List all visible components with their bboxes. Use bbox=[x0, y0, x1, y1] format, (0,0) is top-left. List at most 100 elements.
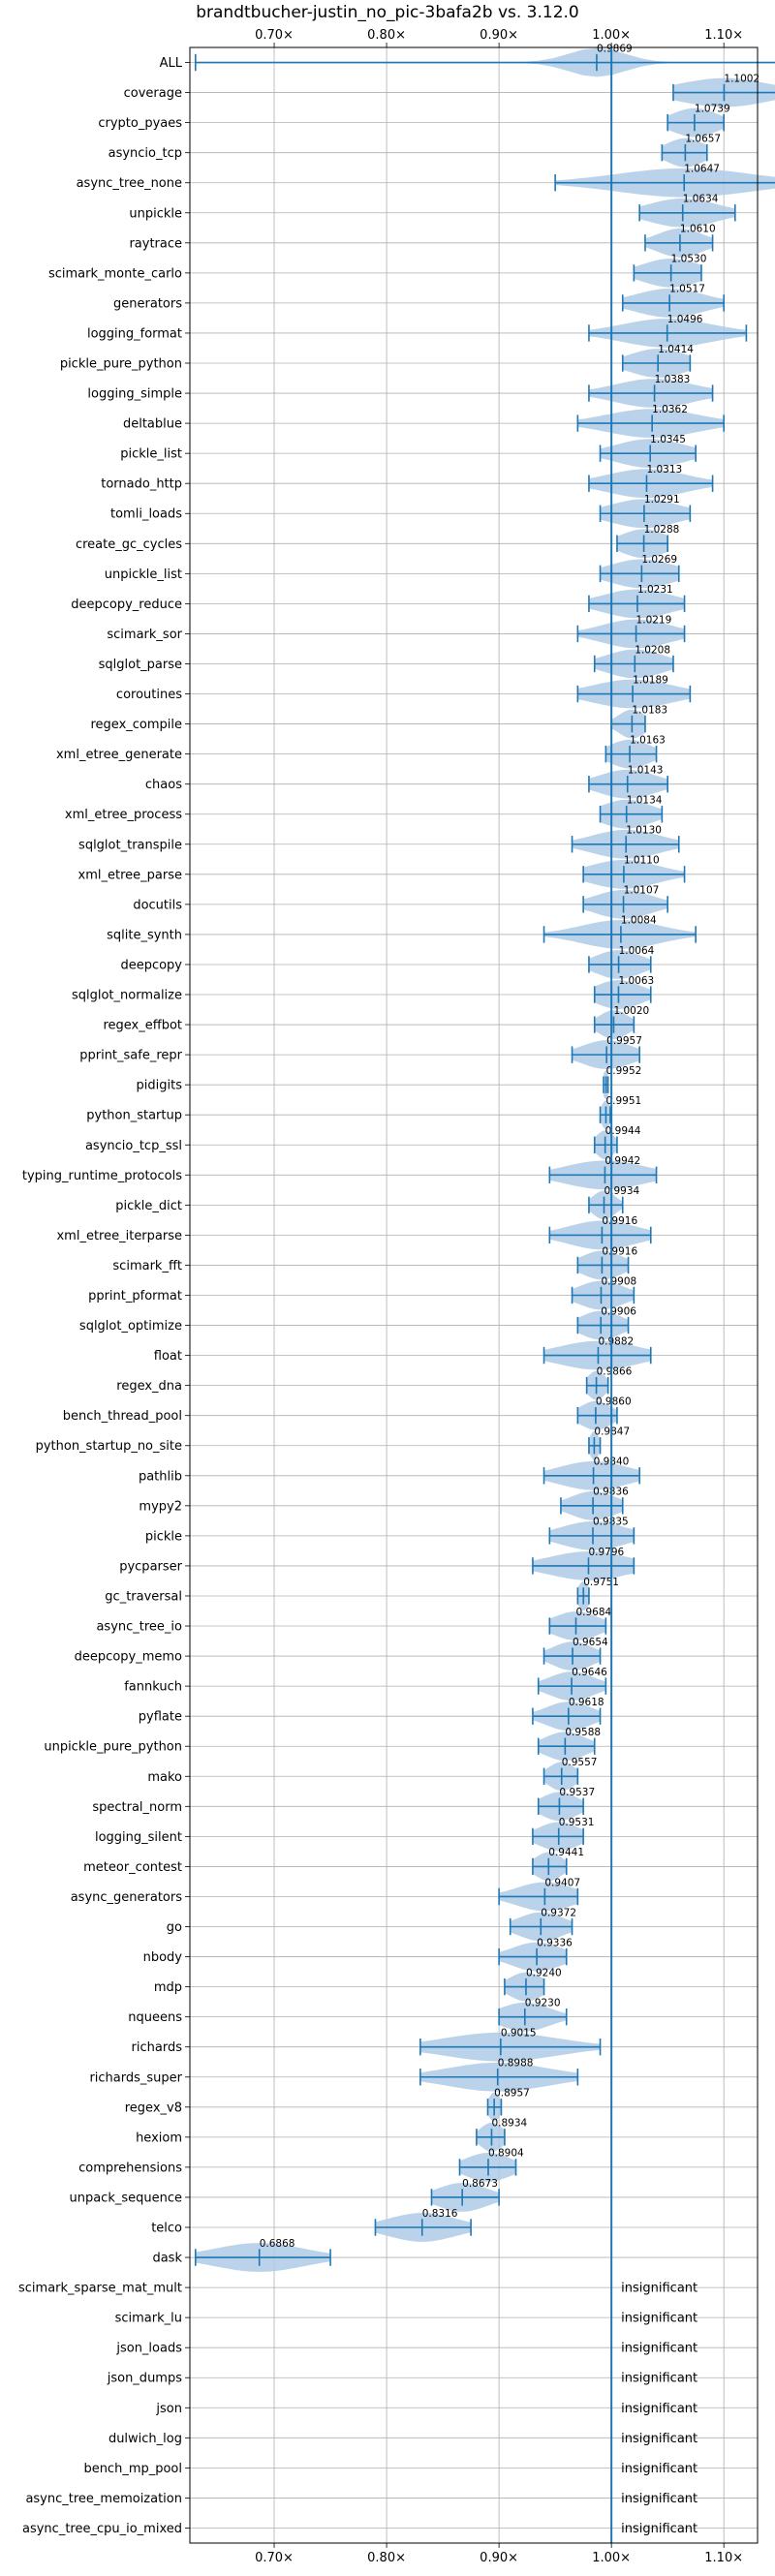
benchmark-label: chaos bbox=[145, 778, 182, 792]
benchmark-label: regex_dna bbox=[116, 1379, 182, 1394]
benchmark-label: pprint_pformat bbox=[88, 1289, 182, 1303]
value-label: 0.9906 bbox=[601, 1305, 636, 1317]
benchmark-label: json_dumps bbox=[107, 2372, 182, 2386]
value-label: 0.9654 bbox=[573, 1637, 608, 1648]
insignificant-label: insignificant bbox=[621, 2372, 698, 2386]
value-label: 1.0107 bbox=[624, 885, 660, 897]
value-label: 1.0084 bbox=[621, 915, 657, 927]
value-label: 1.0231 bbox=[637, 584, 673, 596]
benchmark-label: scimark_monte_carlo bbox=[48, 266, 182, 281]
benchmark-label: comprehensions bbox=[78, 2161, 182, 2175]
x-tick-label-bottom: 0.80× bbox=[367, 2551, 406, 2565]
benchmark-label: gc_traversal bbox=[105, 1589, 182, 1604]
benchmark-label: pyflate bbox=[139, 1710, 182, 1725]
value-label: 0.9240 bbox=[526, 1967, 562, 1978]
value-label: 1.0288 bbox=[644, 524, 680, 536]
benchmark-label: unpickle bbox=[129, 206, 182, 221]
insignificant-label: insignificant bbox=[621, 2282, 698, 2296]
value-label: 0.9908 bbox=[601, 1275, 636, 1287]
value-label: 0.9934 bbox=[604, 1185, 639, 1197]
benchmark-label: scimark_fft bbox=[112, 1259, 182, 1273]
benchmark-label: dulwich_log bbox=[108, 2432, 182, 2446]
benchmark-label: mdp bbox=[154, 1980, 182, 1995]
benchmark-label: tomli_loads bbox=[110, 507, 182, 522]
value-label: 1.0739 bbox=[695, 103, 730, 114]
benchmark-label: docutils bbox=[133, 898, 182, 912]
value-label: 0.8316 bbox=[422, 2208, 458, 2220]
value-label: 1.0219 bbox=[636, 614, 672, 626]
benchmark-label: spectral_norm bbox=[92, 1800, 182, 1815]
value-label: 1.0496 bbox=[667, 314, 703, 325]
value-label: 1.0634 bbox=[683, 194, 719, 205]
benchmark-label: logging_simple bbox=[87, 387, 182, 402]
value-label: 0.9952 bbox=[606, 1065, 642, 1077]
benchmark-label: asyncio_tcp_ssl bbox=[85, 1139, 182, 1153]
benchmark-label: pickle_dict bbox=[115, 1199, 182, 1213]
insignificant-label: insignificant bbox=[621, 2522, 698, 2536]
value-label: 0.9015 bbox=[501, 2028, 537, 2039]
benchmark-label: deepcopy bbox=[120, 958, 182, 972]
x-tick-label-top: 1.00× bbox=[592, 28, 631, 43]
value-label: 0.9957 bbox=[606, 1035, 642, 1047]
benchmark-label: json_loads bbox=[115, 2342, 182, 2356]
value-label: 1.0657 bbox=[685, 133, 721, 144]
value-label: 1.0064 bbox=[619, 945, 655, 957]
value-label: 0.9796 bbox=[588, 1547, 624, 1558]
benchmark-label: sqlglot_transpile bbox=[78, 838, 182, 852]
value-label: 0.9944 bbox=[605, 1125, 641, 1137]
benchmark-label: python_startup bbox=[86, 1109, 182, 1123]
benchmark-label: asyncio_tcp bbox=[108, 146, 182, 161]
value-label: 1.1002 bbox=[724, 73, 760, 84]
benchmark-label: deltablue bbox=[123, 417, 182, 432]
benchmark-label: ALL bbox=[160, 56, 183, 71]
value-label: 0.9230 bbox=[525, 1997, 561, 2009]
value-label: 1.0345 bbox=[650, 434, 686, 445]
benchmark-label: regex_effbot bbox=[103, 1019, 182, 1033]
value-label: 1.0362 bbox=[652, 404, 688, 415]
benchmark-label: deepcopy_reduce bbox=[71, 598, 182, 612]
benchmark-label: async_tree_io bbox=[96, 1620, 182, 1635]
value-label: 1.0189 bbox=[633, 674, 668, 686]
benchmark-label: scimark_sor bbox=[107, 628, 182, 642]
x-tick-label-bottom: 0.70× bbox=[255, 2551, 294, 2565]
x-tick-label-top: 1.10× bbox=[704, 28, 743, 43]
value-label: 1.0143 bbox=[628, 765, 664, 777]
value-label: 0.9336 bbox=[537, 1937, 573, 1948]
value-label: 1.0020 bbox=[613, 1005, 649, 1017]
benchmark-label: typing_runtime_protocols bbox=[22, 1169, 182, 1183]
benchmark-label: raytrace bbox=[129, 236, 182, 251]
benchmark-label: regex_v8 bbox=[125, 2101, 182, 2115]
insignificant-label: insignificant bbox=[621, 2402, 698, 2416]
x-tick-label-bottom: 1.10× bbox=[704, 2551, 743, 2565]
benchmark-label: sqlglot_parse bbox=[99, 658, 182, 672]
benchmark-label: xml_etree_iterparse bbox=[56, 1229, 182, 1243]
benchmark-label: json bbox=[155, 2402, 182, 2416]
benchmark-label: pickle_list bbox=[120, 447, 182, 462]
insignificant-label: insignificant bbox=[621, 2312, 698, 2326]
value-label: 0.9866 bbox=[597, 1365, 633, 1377]
x-tick-label-top: 0.90× bbox=[480, 28, 518, 43]
benchmark-label: bench_mp_pool bbox=[83, 2462, 182, 2476]
value-label: 0.9588 bbox=[565, 1727, 601, 1738]
value-label: 0.9951 bbox=[605, 1095, 641, 1107]
benchmark-label: pidigits bbox=[137, 1079, 183, 1093]
value-label: 1.0208 bbox=[635, 644, 670, 656]
value-label: 0.9882 bbox=[598, 1335, 634, 1347]
benchmark-label: deepcopy_memo bbox=[75, 1650, 182, 1665]
value-label: 0.9531 bbox=[559, 1817, 595, 1828]
value-label: 1.0383 bbox=[655, 374, 691, 385]
value-label: 1.0517 bbox=[669, 284, 705, 295]
benchmark-label: telco bbox=[151, 2221, 182, 2235]
benchmark-label: logging_silent bbox=[95, 1830, 182, 1845]
value-label: 0.9916 bbox=[602, 1215, 637, 1227]
value-label: 1.0647 bbox=[684, 164, 720, 175]
benchmark-label: logging_format bbox=[87, 326, 182, 341]
value-label: 1.0291 bbox=[644, 494, 680, 506]
benchmark-label: bench_thread_pool bbox=[63, 1409, 182, 1424]
benchmark-label: async_tree_cpu_io_mixed bbox=[22, 2522, 182, 2536]
insignificant-label: insignificant bbox=[621, 2432, 698, 2446]
x-tick-label-top: 0.70× bbox=[255, 28, 294, 43]
benchmark-label: richards bbox=[132, 2040, 183, 2055]
benchmark-label: async_tree_memoization bbox=[25, 2492, 182, 2506]
